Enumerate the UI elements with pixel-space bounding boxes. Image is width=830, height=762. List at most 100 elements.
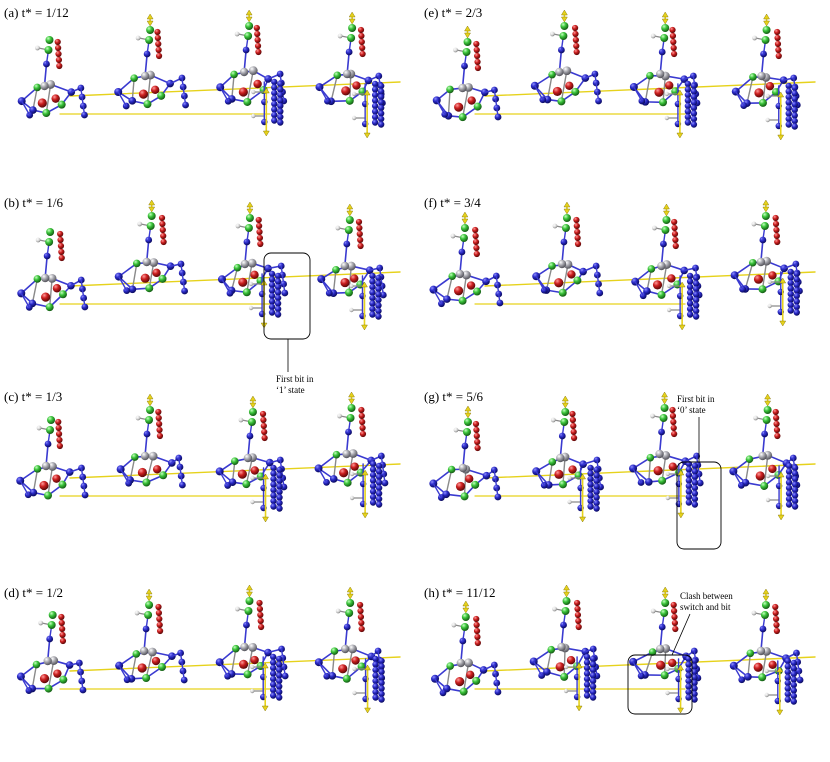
bead bbox=[446, 662, 454, 670]
bead bbox=[756, 257, 766, 267]
bead bbox=[357, 236, 364, 244]
bead bbox=[494, 688, 502, 696]
bead bbox=[131, 453, 139, 461]
bead bbox=[787, 274, 794, 281]
arrow-head bbox=[346, 593, 354, 600]
bead bbox=[243, 453, 253, 463]
bead bbox=[765, 117, 770, 123]
bead bbox=[690, 99, 698, 106]
bead bbox=[156, 420, 163, 428]
bead bbox=[351, 656, 360, 665]
bead bbox=[793, 298, 800, 305]
molecule-unit bbox=[629, 11, 701, 139]
arrow-head bbox=[348, 18, 356, 25]
bead bbox=[692, 274, 700, 282]
bead bbox=[690, 82, 698, 90]
bead bbox=[574, 234, 581, 242]
bead bbox=[276, 677, 283, 685]
bead bbox=[690, 115, 698, 123]
bead bbox=[255, 216, 262, 224]
bead bbox=[463, 38, 472, 46]
bead bbox=[774, 432, 781, 440]
bond-line bbox=[744, 458, 751, 484]
bead bbox=[342, 69, 352, 79]
annotation-text-line2: ‘0’ state bbox=[677, 405, 706, 415]
bead bbox=[589, 666, 597, 674]
bond-line bbox=[346, 648, 354, 680]
bead bbox=[371, 97, 379, 104]
backbone-line bbox=[69, 81, 401, 97]
bead bbox=[53, 669, 62, 678]
bead bbox=[558, 288, 567, 297]
arrow-head bbox=[246, 591, 253, 598]
arrow-head bbox=[464, 412, 472, 419]
bond-line bbox=[534, 85, 544, 101]
bead bbox=[270, 464, 277, 472]
bead bbox=[784, 690, 791, 698]
bead bbox=[784, 696, 791, 703]
highlight-box-bit-0 bbox=[676, 461, 722, 550]
bead bbox=[560, 418, 569, 426]
bead bbox=[460, 224, 469, 232]
bead bbox=[276, 655, 283, 663]
bead bbox=[81, 491, 89, 499]
bead bbox=[787, 296, 794, 303]
bead bbox=[587, 470, 594, 477]
bead bbox=[686, 283, 694, 291]
bond-line bbox=[31, 663, 38, 690]
bead bbox=[45, 303, 54, 312]
bond-line bbox=[545, 265, 553, 291]
bead bbox=[790, 692, 797, 700]
bead bbox=[358, 619, 365, 627]
bead bbox=[375, 468, 383, 475]
arrow-head bbox=[249, 395, 257, 402]
bead bbox=[55, 50, 62, 58]
molecule-unit bbox=[17, 228, 89, 312]
arrow-icon bbox=[262, 473, 269, 523]
bead bbox=[655, 449, 664, 459]
molecule-unit bbox=[529, 584, 601, 712]
bead bbox=[472, 232, 479, 240]
molecule-unit bbox=[215, 584, 289, 712]
bead bbox=[359, 50, 366, 58]
bead bbox=[669, 412, 677, 420]
bead bbox=[785, 495, 793, 503]
bead bbox=[691, 657, 698, 665]
bead bbox=[462, 428, 471, 436]
bead bbox=[548, 458, 557, 466]
molecule-unit bbox=[532, 201, 604, 297]
bead bbox=[151, 656, 161, 666]
bead bbox=[268, 270, 276, 278]
bead bbox=[447, 465, 456, 474]
bead bbox=[667, 274, 676, 283]
arrow-icon bbox=[563, 201, 571, 215]
bond-line bbox=[432, 288, 443, 305]
bead bbox=[271, 111, 278, 119]
arrow-head bbox=[563, 584, 570, 591]
bead bbox=[276, 688, 283, 696]
bead bbox=[765, 473, 771, 479]
bead bbox=[793, 309, 800, 316]
bead bbox=[35, 45, 40, 51]
arrow-head bbox=[678, 281, 686, 288]
bead bbox=[156, 426, 163, 434]
bead bbox=[790, 698, 797, 705]
molecule-unit bbox=[317, 203, 387, 331]
bead bbox=[348, 644, 357, 654]
bead bbox=[691, 479, 699, 486]
bead bbox=[350, 462, 359, 471]
bead bbox=[277, 97, 284, 104]
bead bbox=[359, 44, 366, 52]
arrow-head bbox=[246, 208, 254, 215]
bead bbox=[753, 662, 763, 672]
bond-line bbox=[562, 263, 569, 294]
bead bbox=[574, 605, 581, 613]
bead bbox=[686, 278, 694, 285]
bead bbox=[271, 100, 278, 108]
bead bbox=[563, 260, 573, 269]
bond-line bbox=[436, 99, 446, 116]
panel-c bbox=[16, 391, 401, 523]
bead bbox=[43, 491, 52, 500]
bead bbox=[593, 477, 600, 485]
